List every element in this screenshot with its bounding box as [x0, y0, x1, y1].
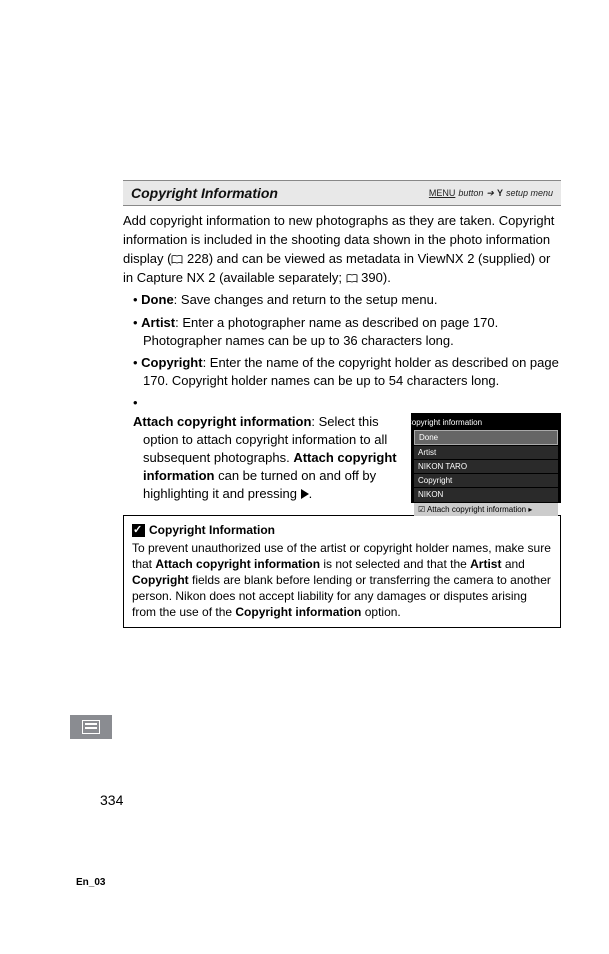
manual-page: Copyright Information MENU button ➔ Y se… — [0, 0, 609, 954]
list-item: Attach copyright information: Select thi… — [127, 394, 561, 503]
right-triangle-icon — [301, 489, 309, 499]
list-icon — [82, 720, 100, 734]
menu-path: MENU button ➔ Y setup menu — [429, 188, 553, 199]
camera-lcd-screenshot: Copyright information Done Artist NIKON … — [411, 413, 561, 503]
footer-code: En_03 — [76, 877, 105, 888]
section-title: Copyright Information — [131, 185, 278, 201]
list-item: Done: Save changes and return to the set… — [127, 291, 561, 309]
note-box: Copyright Information To prevent unautho… — [123, 515, 561, 627]
arrow-icon: ➔ — [486, 188, 494, 199]
button-word: button — [458, 188, 483, 198]
bullet-list: Done: Save changes and return to the set… — [123, 291, 561, 503]
lcd-row-copyright-val: NIKON — [414, 488, 558, 501]
page-number: 334 — [100, 792, 123, 808]
lcd-row-artist-val: NIKON TARO — [414, 460, 558, 473]
lcd-row-done: Done — [414, 430, 558, 445]
setup-menu-label: setup menu — [506, 188, 553, 198]
list-item: Artist: Enter a photographer name as des… — [127, 314, 561, 350]
list-item: Copyright: Enter the name of the copyrig… — [127, 354, 561, 390]
note-title-row: Copyright Information — [132, 522, 552, 538]
lcd-row-copyright: Copyright — [414, 474, 558, 487]
menu-label: MENU — [429, 188, 456, 198]
intro-paragraph: Add copyright information to new photogr… — [123, 212, 561, 287]
note-title: Copyright Information — [149, 522, 275, 538]
book-icon — [171, 255, 183, 264]
lcd-row-artist: Artist — [414, 446, 558, 459]
side-tab — [70, 715, 112, 739]
book-icon — [346, 274, 358, 283]
wrench-icon: Y — [497, 188, 503, 198]
lcd-row-attach: ☑ Attach copyright information ▸ — [414, 503, 558, 516]
attach-text: Attach copyright information: Select thi… — [143, 413, 403, 504]
check-icon — [132, 524, 145, 537]
section-header: Copyright Information MENU button ➔ Y se… — [123, 180, 561, 206]
lcd-title: Copyright information — [414, 416, 558, 429]
note-body: To prevent unauthorized use of the artis… — [132, 540, 552, 621]
